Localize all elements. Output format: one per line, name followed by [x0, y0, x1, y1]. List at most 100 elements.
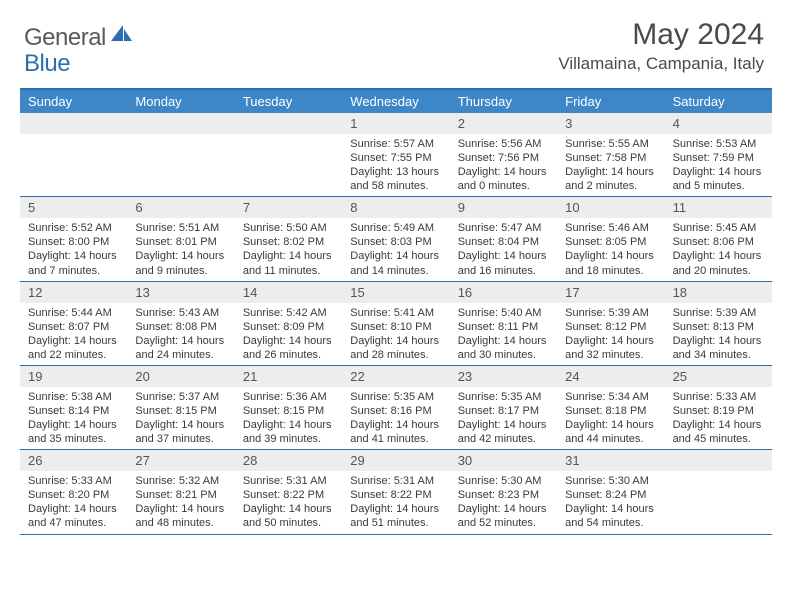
day-cell: 19Sunrise: 5:38 AMSunset: 8:14 PMDayligh…: [20, 366, 127, 449]
day-details: Sunrise: 5:47 AMSunset: 8:04 PMDaylight:…: [450, 218, 557, 280]
day-number: 16: [450, 282, 557, 303]
day-number: 21: [235, 366, 342, 387]
day-details: Sunrise: 5:35 AMSunset: 8:16 PMDaylight:…: [342, 387, 449, 449]
day-number: 8: [342, 197, 449, 218]
day-number: 9: [450, 197, 557, 218]
day-cell: 3Sunrise: 5:55 AMSunset: 7:58 PMDaylight…: [557, 113, 664, 196]
day-details: Sunrise: 5:53 AMSunset: 7:59 PMDaylight:…: [665, 134, 772, 196]
day-number: 1: [342, 113, 449, 134]
day-cell: 10Sunrise: 5:46 AMSunset: 8:05 PMDayligh…: [557, 197, 664, 280]
day-details: Sunrise: 5:39 AMSunset: 8:13 PMDaylight:…: [665, 303, 772, 365]
day-cell: 20Sunrise: 5:37 AMSunset: 8:15 PMDayligh…: [127, 366, 234, 449]
day-cell: 21Sunrise: 5:36 AMSunset: 8:15 PMDayligh…: [235, 366, 342, 449]
week-row: 5Sunrise: 5:52 AMSunset: 8:00 PMDaylight…: [20, 197, 772, 281]
day-number: 19: [20, 366, 127, 387]
day-details: Sunrise: 5:51 AMSunset: 8:01 PMDaylight:…: [127, 218, 234, 280]
day-cell: 9Sunrise: 5:47 AMSunset: 8:04 PMDaylight…: [450, 197, 557, 280]
day-cell: 30Sunrise: 5:30 AMSunset: 8:23 PMDayligh…: [450, 450, 557, 533]
day-number: 6: [127, 197, 234, 218]
day-number: 24: [557, 366, 664, 387]
day-details: Sunrise: 5:34 AMSunset: 8:18 PMDaylight:…: [557, 387, 664, 449]
day-number: 18: [665, 282, 772, 303]
location: Villamaina, Campania, Italy: [558, 54, 764, 74]
empty-cell: [665, 450, 772, 533]
dow-thu: Thursday: [450, 90, 557, 113]
day-details: Sunrise: 5:42 AMSunset: 8:09 PMDaylight:…: [235, 303, 342, 365]
day-cell: 23Sunrise: 5:35 AMSunset: 8:17 PMDayligh…: [450, 366, 557, 449]
day-details: Sunrise: 5:31 AMSunset: 8:22 PMDaylight:…: [235, 471, 342, 533]
day-details: Sunrise: 5:56 AMSunset: 7:56 PMDaylight:…: [450, 134, 557, 196]
day-cell: 14Sunrise: 5:42 AMSunset: 8:09 PMDayligh…: [235, 282, 342, 365]
empty-cell: [20, 113, 127, 196]
day-details: Sunrise: 5:38 AMSunset: 8:14 PMDaylight:…: [20, 387, 127, 449]
day-number: 17: [557, 282, 664, 303]
day-cell: 29Sunrise: 5:31 AMSunset: 8:22 PMDayligh…: [342, 450, 449, 533]
day-details: Sunrise: 5:32 AMSunset: 8:21 PMDaylight:…: [127, 471, 234, 533]
day-number: 5: [20, 197, 127, 218]
day-number: 2: [450, 113, 557, 134]
day-number: 10: [557, 197, 664, 218]
day-cell: 16Sunrise: 5:40 AMSunset: 8:11 PMDayligh…: [450, 282, 557, 365]
weeks-container: 1Sunrise: 5:57 AMSunset: 7:55 PMDaylight…: [20, 113, 772, 535]
day-number: 3: [557, 113, 664, 134]
day-details: Sunrise: 5:36 AMSunset: 8:15 PMDaylight:…: [235, 387, 342, 449]
day-number: [127, 113, 234, 134]
logo-text-blue: Blue: [24, 50, 70, 77]
day-cell: 26Sunrise: 5:33 AMSunset: 8:20 PMDayligh…: [20, 450, 127, 533]
day-details: Sunrise: 5:43 AMSunset: 8:08 PMDaylight:…: [127, 303, 234, 365]
title-block: May 2024 Villamaina, Campania, Italy: [558, 18, 764, 74]
dow-row: Sunday Monday Tuesday Wednesday Thursday…: [20, 90, 772, 113]
day-number: 13: [127, 282, 234, 303]
day-cell: 28Sunrise: 5:31 AMSunset: 8:22 PMDayligh…: [235, 450, 342, 533]
day-number: 26: [20, 450, 127, 471]
empty-cell: [127, 113, 234, 196]
day-details: Sunrise: 5:45 AMSunset: 8:06 PMDaylight:…: [665, 218, 772, 280]
day-details: Sunrise: 5:50 AMSunset: 8:02 PMDaylight:…: [235, 218, 342, 280]
day-details: Sunrise: 5:46 AMSunset: 8:05 PMDaylight:…: [557, 218, 664, 280]
day-cell: 24Sunrise: 5:34 AMSunset: 8:18 PMDayligh…: [557, 366, 664, 449]
day-details: Sunrise: 5:49 AMSunset: 8:03 PMDaylight:…: [342, 218, 449, 280]
day-number: [20, 113, 127, 134]
day-details: Sunrise: 5:33 AMSunset: 8:19 PMDaylight:…: [665, 387, 772, 449]
week-row: 19Sunrise: 5:38 AMSunset: 8:14 PMDayligh…: [20, 366, 772, 450]
day-number: 11: [665, 197, 772, 218]
day-number: [665, 450, 772, 471]
dow-sat: Saturday: [665, 90, 772, 113]
dow-fri: Friday: [557, 90, 664, 113]
day-cell: 22Sunrise: 5:35 AMSunset: 8:16 PMDayligh…: [342, 366, 449, 449]
day-details: Sunrise: 5:57 AMSunset: 7:55 PMDaylight:…: [342, 134, 449, 196]
day-number: [235, 113, 342, 134]
day-details: Sunrise: 5:55 AMSunset: 7:58 PMDaylight:…: [557, 134, 664, 196]
dow-sun: Sunday: [20, 90, 127, 113]
day-details: Sunrise: 5:30 AMSunset: 8:24 PMDaylight:…: [557, 471, 664, 533]
day-number: 30: [450, 450, 557, 471]
day-details: Sunrise: 5:35 AMSunset: 8:17 PMDaylight:…: [450, 387, 557, 449]
day-details: Sunrise: 5:30 AMSunset: 8:23 PMDaylight:…: [450, 471, 557, 533]
month-title: May 2024: [558, 18, 764, 52]
day-cell: 6Sunrise: 5:51 AMSunset: 8:01 PMDaylight…: [127, 197, 234, 280]
day-cell: 12Sunrise: 5:44 AMSunset: 8:07 PMDayligh…: [20, 282, 127, 365]
day-cell: 1Sunrise: 5:57 AMSunset: 7:55 PMDaylight…: [342, 113, 449, 196]
dow-wed: Wednesday: [342, 90, 449, 113]
logo-text-general: General: [24, 24, 106, 52]
day-details: Sunrise: 5:40 AMSunset: 8:11 PMDaylight:…: [450, 303, 557, 365]
logo-sail-icon: [111, 25, 133, 50]
day-cell: 27Sunrise: 5:32 AMSunset: 8:21 PMDayligh…: [127, 450, 234, 533]
day-number: 23: [450, 366, 557, 387]
day-cell: 8Sunrise: 5:49 AMSunset: 8:03 PMDaylight…: [342, 197, 449, 280]
week-row: 1Sunrise: 5:57 AMSunset: 7:55 PMDaylight…: [20, 113, 772, 197]
calendar: Sunday Monday Tuesday Wednesday Thursday…: [20, 88, 772, 535]
week-row: 12Sunrise: 5:44 AMSunset: 8:07 PMDayligh…: [20, 282, 772, 366]
day-cell: 5Sunrise: 5:52 AMSunset: 8:00 PMDaylight…: [20, 197, 127, 280]
day-number: 15: [342, 282, 449, 303]
day-details: Sunrise: 5:33 AMSunset: 8:20 PMDaylight:…: [20, 471, 127, 533]
dow-tue: Tuesday: [235, 90, 342, 113]
day-cell: 11Sunrise: 5:45 AMSunset: 8:06 PMDayligh…: [665, 197, 772, 280]
day-cell: 18Sunrise: 5:39 AMSunset: 8:13 PMDayligh…: [665, 282, 772, 365]
day-number: 14: [235, 282, 342, 303]
day-details: Sunrise: 5:39 AMSunset: 8:12 PMDaylight:…: [557, 303, 664, 365]
day-number: 22: [342, 366, 449, 387]
week-row: 26Sunrise: 5:33 AMSunset: 8:20 PMDayligh…: [20, 450, 772, 534]
day-number: 20: [127, 366, 234, 387]
day-number: 27: [127, 450, 234, 471]
